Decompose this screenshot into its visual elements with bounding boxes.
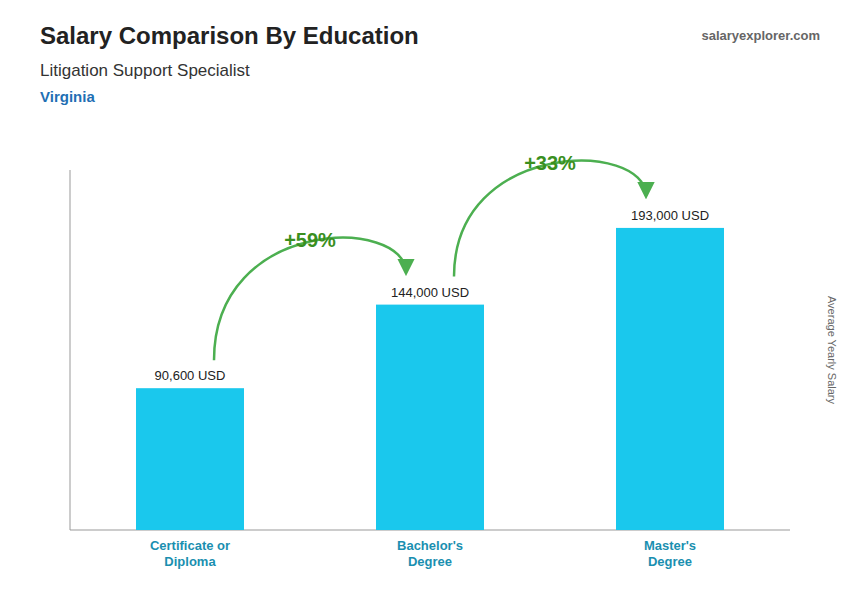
y-axis-line <box>70 170 71 530</box>
bar <box>136 388 244 530</box>
change-arrow <box>214 238 406 360</box>
category-label: Bachelor'sDegree <box>397 538 463 569</box>
data-label: 144,000 USD <box>391 285 469 300</box>
change-label: +33% <box>524 152 576 174</box>
category-label: Certificate orDiploma <box>150 538 230 569</box>
subtitle: Virginia <box>40 88 95 105</box>
category-label-line: Degree <box>648 554 692 569</box>
bar <box>616 228 724 530</box>
chart-container: Salary Comparison By Education Litigation… <box>0 0 850 606</box>
change-arrow <box>454 161 646 277</box>
data-label: 193,000 USD <box>631 208 709 223</box>
subtitle: Litigation Support Specialist <box>40 61 250 80</box>
y-axis-label: Average Yearly Salary <box>826 296 838 405</box>
change-label: +59% <box>284 229 336 251</box>
bars <box>136 228 724 530</box>
title: Salary Comparison By Education <box>40 22 419 49</box>
category-label-line: Degree <box>408 554 452 569</box>
category-label-line: Bachelor's <box>397 538 463 553</box>
data-label: 90,600 USD <box>155 368 226 383</box>
chart-svg: Salary Comparison By Education Litigation… <box>0 0 850 606</box>
source: salaryexplorer.com <box>701 28 820 43</box>
category-label: Master'sDegree <box>644 538 696 569</box>
category-label-line: Master's <box>644 538 696 553</box>
bar <box>376 305 484 530</box>
category-label-line: Certificate or <box>150 538 230 553</box>
category-label-line: Diploma <box>164 554 216 569</box>
